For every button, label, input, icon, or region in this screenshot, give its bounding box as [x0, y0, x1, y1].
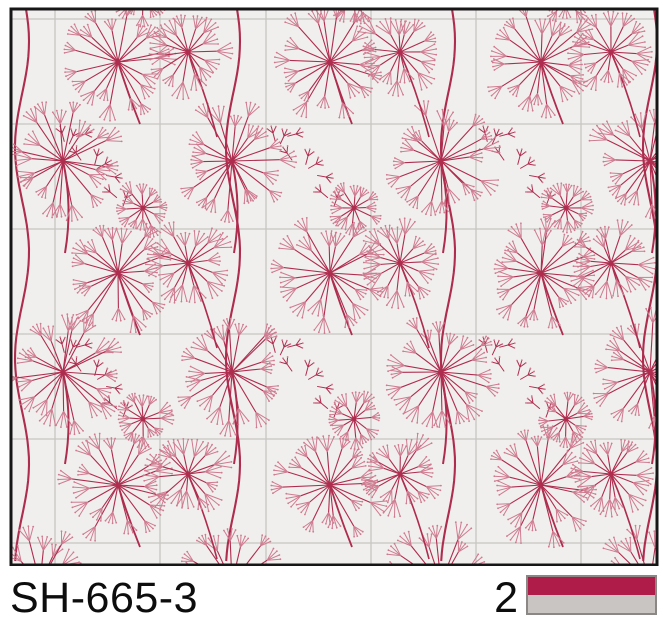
swatch-bottom-color — [528, 595, 655, 613]
dandelion-pattern-svg — [9, 7, 659, 567]
quantity-swatch-group: 2 — [494, 571, 657, 620]
swatch-top-color — [528, 577, 655, 595]
quantity-label: 2 — [494, 573, 518, 622]
product-info-bar: SH-665-3 2 — [0, 566, 666, 624]
wallpaper-pattern-image — [9, 7, 659, 567]
product-code-label: SH-665-3 — [10, 573, 199, 622]
color-swatch — [526, 575, 657, 615]
